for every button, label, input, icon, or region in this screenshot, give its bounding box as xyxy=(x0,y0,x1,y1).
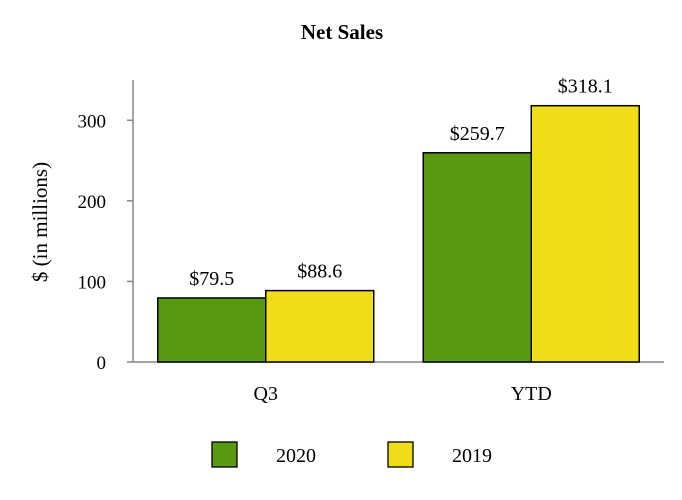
legend-label: 2020 xyxy=(276,445,316,467)
bar-2019-Q3 xyxy=(265,289,375,363)
data-label: $88.6 xyxy=(297,261,342,283)
legend-label: 2019 xyxy=(452,445,492,467)
bar-2019-YTD xyxy=(530,104,640,363)
x-category-label: Q3 xyxy=(254,383,278,405)
x-category-label: YTD xyxy=(511,383,552,405)
data-label: $79.5 xyxy=(189,268,234,290)
y-axis-label: $ (in millions) xyxy=(28,162,52,282)
legend-swatch-2019 xyxy=(387,441,414,468)
y-tick-label: 300 xyxy=(78,111,107,132)
chart-title: Net Sales xyxy=(301,20,383,44)
bars: $79.5 $88.6 Q3 $259.7 $318.1 YTD xyxy=(157,76,640,405)
data-label: $318.1 xyxy=(558,76,613,98)
legend: 2020 2019 xyxy=(211,441,492,468)
bar-2020-YTD xyxy=(422,152,532,363)
legend-swatch-2020 xyxy=(211,441,238,468)
data-label: $259.7 xyxy=(450,123,505,145)
bar-2020-Q3 xyxy=(157,297,267,363)
y-tick-label: 100 xyxy=(78,272,107,293)
y-tick-label: 0 xyxy=(97,353,107,374)
y-tick-label: 200 xyxy=(78,192,107,213)
